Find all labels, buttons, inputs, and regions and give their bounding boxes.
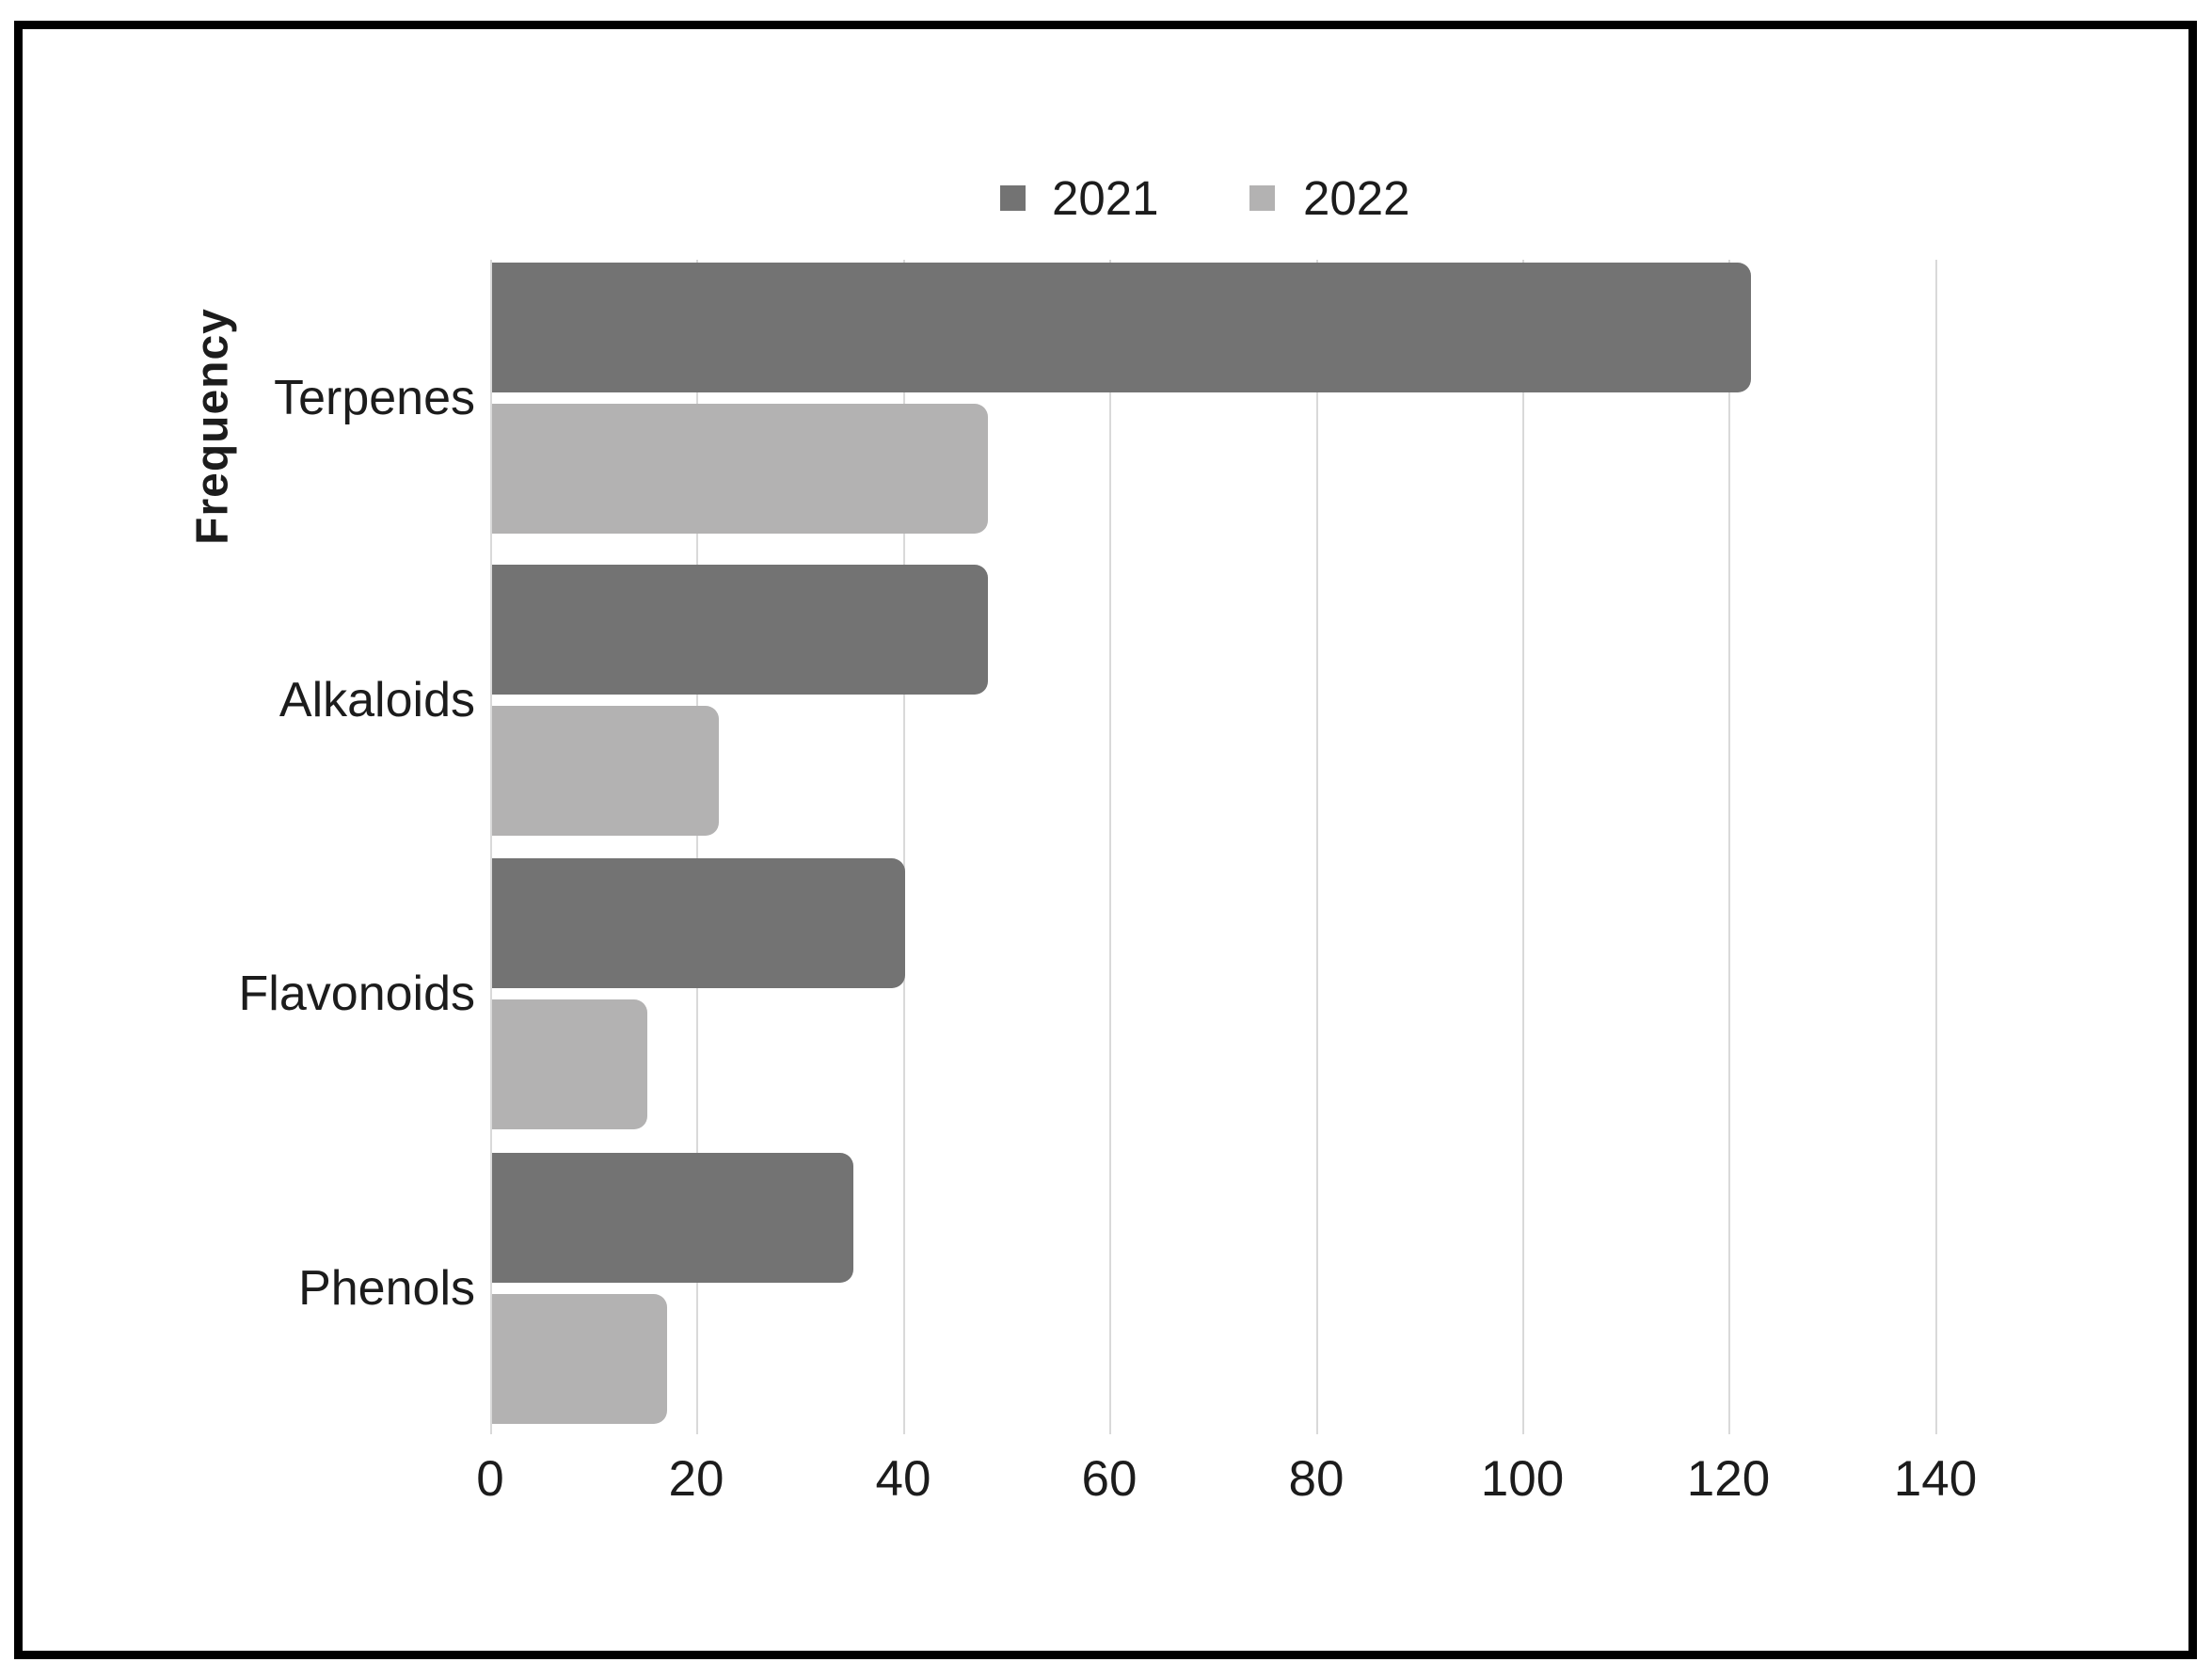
x-tick-label-60: 60 — [1081, 1451, 1138, 1507]
x-tick-label-80: 80 — [1288, 1451, 1345, 1507]
bar-2021-phenols — [492, 1153, 853, 1283]
gridline-x-140 — [1935, 260, 1937, 1434]
bar-2021-terpenes — [492, 263, 1751, 392]
gridline-x-40 — [903, 260, 905, 1434]
chart-border — [14, 21, 2197, 1659]
x-tick-label-100: 100 — [1480, 1451, 1565, 1507]
category-label-terpenes: Terpenes — [274, 371, 475, 425]
bar-2021-flavonoids — [492, 858, 905, 988]
bar-2022-terpenes — [492, 404, 988, 534]
category-label-flavonoids: Flavonoids — [238, 967, 475, 1021]
bar-2021-alkaloids — [492, 565, 988, 695]
legend-swatch-2021 — [1000, 185, 1026, 211]
category-label-phenols: Phenols — [298, 1261, 475, 1316]
legend-swatch-2022 — [1249, 185, 1275, 211]
x-tick-label-0: 0 — [476, 1451, 504, 1507]
bar-2022-alkaloids — [492, 706, 719, 836]
x-tick-label-140: 140 — [1893, 1451, 1978, 1507]
x-tick-label-20: 20 — [668, 1451, 724, 1507]
legend-label-2022: 2022 — [1303, 171, 1410, 225]
category-label-alkaloids: Alkaloids — [278, 673, 475, 727]
gridline-x-0 — [490, 260, 492, 1434]
gridline-x-20 — [696, 260, 698, 1434]
x-tick-label-120: 120 — [1686, 1451, 1771, 1507]
gridline-x-120 — [1728, 260, 1730, 1434]
y-axis-title: Frequency — [187, 308, 238, 545]
bar-2022-phenols — [492, 1294, 667, 1424]
gridline-x-60 — [1109, 260, 1111, 1434]
bar-2022-flavonoids — [492, 999, 647, 1129]
legend-label-2021: 2021 — [1052, 171, 1159, 225]
gridline-x-100 — [1522, 260, 1524, 1434]
x-tick-label-40: 40 — [875, 1451, 931, 1507]
gridline-x-80 — [1316, 260, 1318, 1434]
